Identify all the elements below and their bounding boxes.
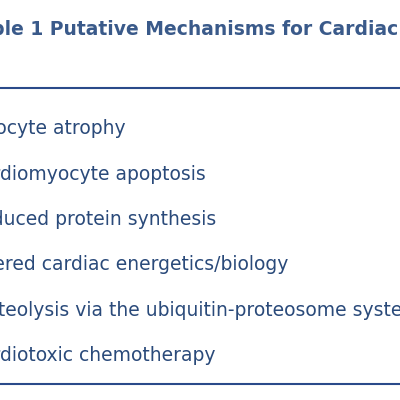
Text: Cardiomyocyte apoptosis: Cardiomyocyte apoptosis: [0, 165, 206, 184]
Text: Myocyte atrophy: Myocyte atrophy: [0, 120, 126, 138]
Text: Proteolysis via the ubiquitin-proteosome system: Proteolysis via the ubiquitin-proteosome…: [0, 301, 400, 320]
Text: Table 1 Putative Mechanisms for Cardiac Atrophy in Cancer Patients: Table 1 Putative Mechanisms for Cardiac …: [0, 20, 400, 39]
Text: Cardiotoxic chemotherapy: Cardiotoxic chemotherapy: [0, 346, 216, 365]
Text: Altered cardiac energetics/biology: Altered cardiac energetics/biology: [0, 256, 288, 274]
Text: Reduced protein synthesis: Reduced protein synthesis: [0, 210, 216, 229]
